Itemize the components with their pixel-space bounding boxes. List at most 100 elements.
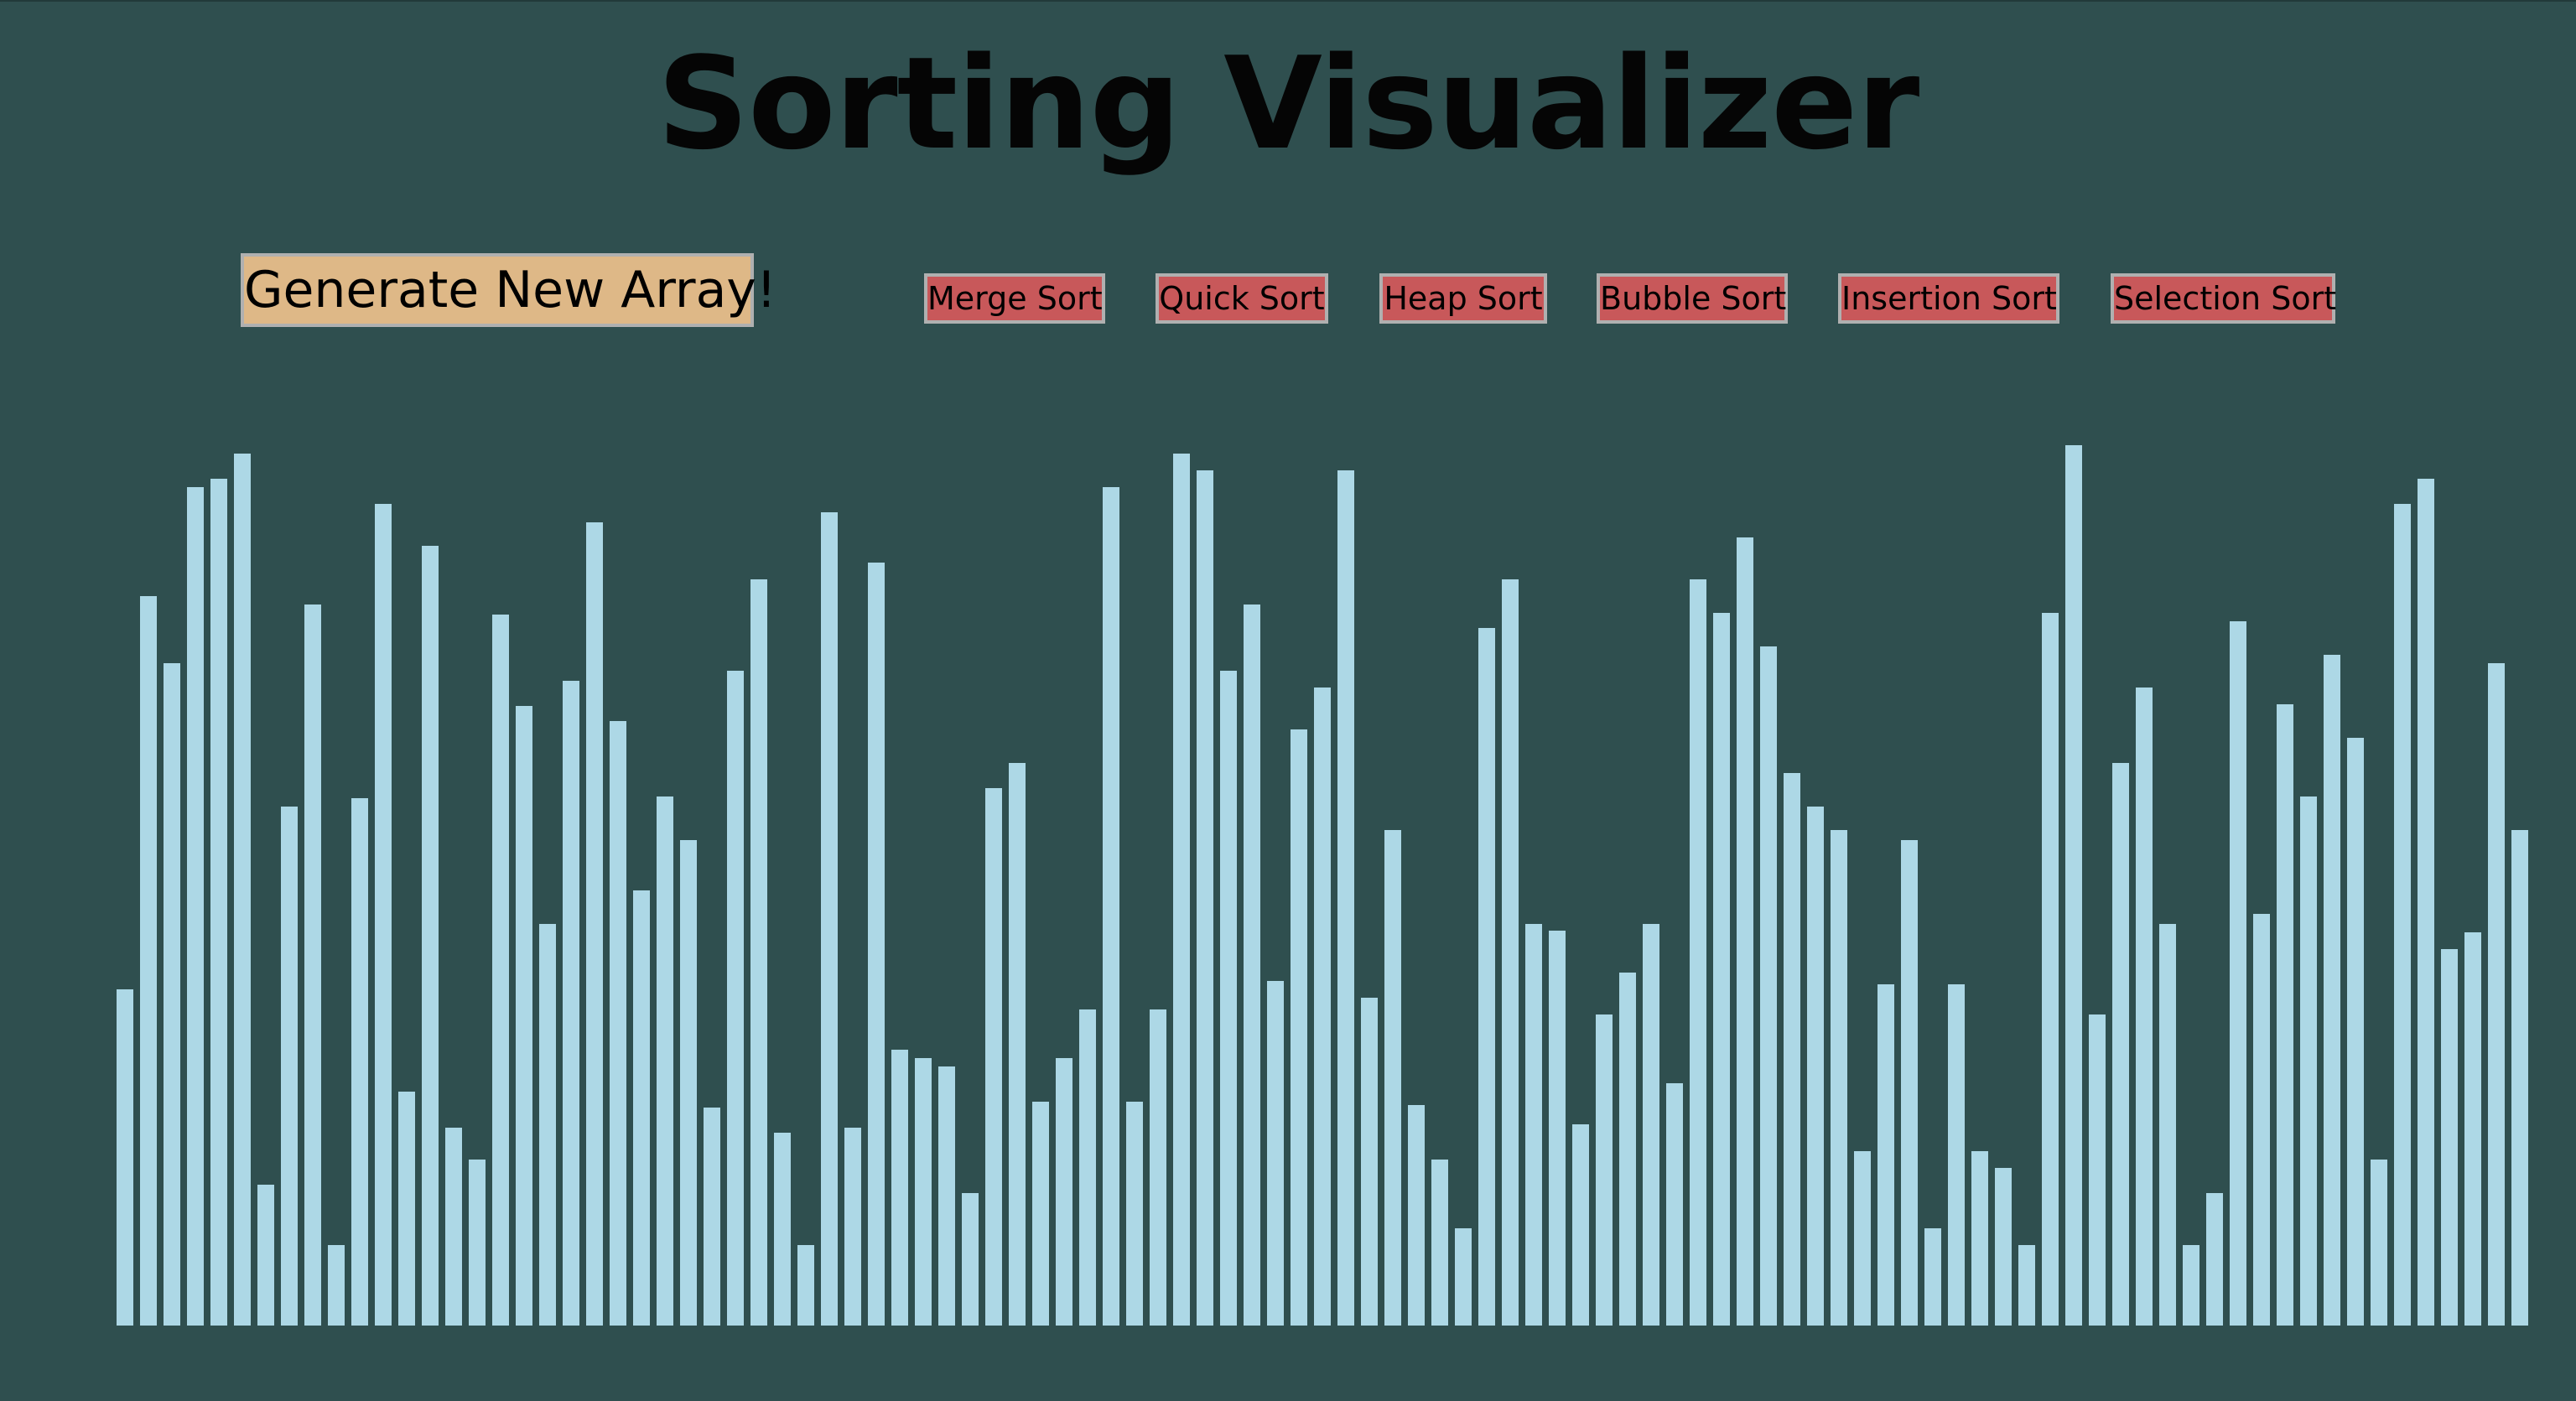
array-bar <box>1478 628 1495 1326</box>
array-bar <box>2183 1245 2199 1326</box>
array-bar <box>1924 1228 1941 1326</box>
array-bar <box>539 924 556 1326</box>
array-bar <box>1408 1105 1425 1326</box>
array-bar <box>1690 579 1706 1326</box>
array-bar <box>1173 454 1190 1326</box>
array-bar <box>1596 1014 1613 1326</box>
array-bar <box>985 788 1002 1326</box>
array-bar <box>2277 704 2293 1326</box>
array-bar <box>1337 470 1354 1326</box>
array-bar <box>2300 796 2317 1326</box>
array-bar <box>1103 487 1119 1326</box>
array-bar <box>492 615 509 1326</box>
array-bar <box>2464 932 2481 1326</box>
array-bar <box>2488 663 2505 1326</box>
array-bar <box>1971 1151 1988 1326</box>
array-bar <box>257 1185 274 1326</box>
bubble-sort-button[interactable]: Bubble Sort <box>1597 273 1788 324</box>
array-bar <box>1244 605 1260 1326</box>
array-bar <box>1760 646 1777 1326</box>
array-bar <box>469 1160 486 1326</box>
array-bar <box>2394 504 2411 1326</box>
array-bar <box>2206 1193 2223 1326</box>
page-title: Sorting Visualizer <box>657 29 1920 178</box>
array-bar <box>187 487 204 1326</box>
array-bar <box>1572 1124 1589 1326</box>
array-bar <box>657 796 673 1326</box>
array-bar <box>2065 445 2082 1326</box>
array-bar <box>1126 1102 1143 1326</box>
array-bar <box>2324 655 2340 1326</box>
selection-sort-button[interactable]: Selection Sort <box>2111 273 2336 324</box>
merge-sort-button[interactable]: Merge Sort <box>924 273 1105 324</box>
generate-new-array-button[interactable]: Generate New Array! <box>241 253 776 327</box>
array-bar <box>1291 729 1307 1326</box>
array-bar <box>2253 914 2270 1326</box>
array-bar <box>1737 537 1753 1326</box>
array-bar <box>1314 688 1331 1326</box>
array-bar <box>1384 830 1401 1326</box>
array-bar <box>1431 1160 1448 1326</box>
array-bar <box>1267 981 1284 1326</box>
array-bar <box>516 706 532 1326</box>
array-bar <box>633 890 650 1326</box>
quick-sort-button[interactable]: Quick Sort <box>1156 273 1328 324</box>
array-bar <box>1666 1083 1683 1326</box>
array-bar <box>1807 807 1824 1326</box>
array-bar <box>1525 924 1542 1326</box>
array-bar <box>210 479 227 1326</box>
array-bar <box>1549 931 1566 1326</box>
array-bar <box>2089 1014 2106 1326</box>
array-bar <box>774 1133 791 1326</box>
array-bar <box>2159 924 2176 1326</box>
array-bar <box>117 989 133 1326</box>
array-bar <box>1877 984 1894 1326</box>
array-bar <box>234 454 251 1326</box>
array-bar <box>1784 773 1800 1326</box>
array-bar <box>2347 738 2364 1326</box>
array-bar <box>1854 1151 1871 1326</box>
array-bar <box>797 1245 814 1326</box>
array-bar <box>891 1050 908 1326</box>
array-bar <box>868 563 885 1326</box>
array-bar <box>844 1128 861 1326</box>
array-bar <box>1220 671 1237 1326</box>
array-bar <box>2418 479 2434 1326</box>
array-bar <box>281 807 298 1326</box>
array-bar <box>328 1245 345 1326</box>
array-bar <box>2441 949 2458 1326</box>
array-bar <box>351 798 368 1326</box>
array-bar <box>1901 840 1918 1326</box>
array-bar <box>1619 973 1636 1326</box>
array-bar <box>2112 763 2129 1326</box>
array-bar <box>1056 1058 1072 1326</box>
array-bar <box>1831 830 1847 1326</box>
array-bar <box>2136 688 2153 1326</box>
array-bar <box>938 1066 955 1326</box>
array-bar <box>610 721 626 1326</box>
array-bar <box>2371 1160 2387 1326</box>
array-bar <box>727 671 744 1326</box>
array-bar <box>1995 1168 2012 1326</box>
array-bar <box>398 1092 415 1326</box>
array-bar <box>1150 1009 1166 1326</box>
array-bar <box>375 504 392 1326</box>
array-bar <box>586 522 603 1326</box>
array-bar <box>1455 1228 1472 1326</box>
array-bar <box>1079 1009 1096 1326</box>
array-bar <box>2042 613 2059 1326</box>
array-bar <box>1713 613 1730 1326</box>
array-bar <box>962 1193 979 1326</box>
array-bar <box>1032 1102 1049 1326</box>
array-bar <box>750 579 767 1326</box>
array-bar <box>1361 998 1378 1326</box>
insertion-sort-button[interactable]: Insertion Sort <box>1838 273 2059 324</box>
array-bar <box>164 663 180 1326</box>
heap-sort-button[interactable]: Heap Sort <box>1379 273 1547 324</box>
array-bar <box>304 605 321 1326</box>
array-bar <box>2511 830 2528 1326</box>
array-bar <box>445 1128 462 1326</box>
array-bar <box>1643 924 1659 1326</box>
